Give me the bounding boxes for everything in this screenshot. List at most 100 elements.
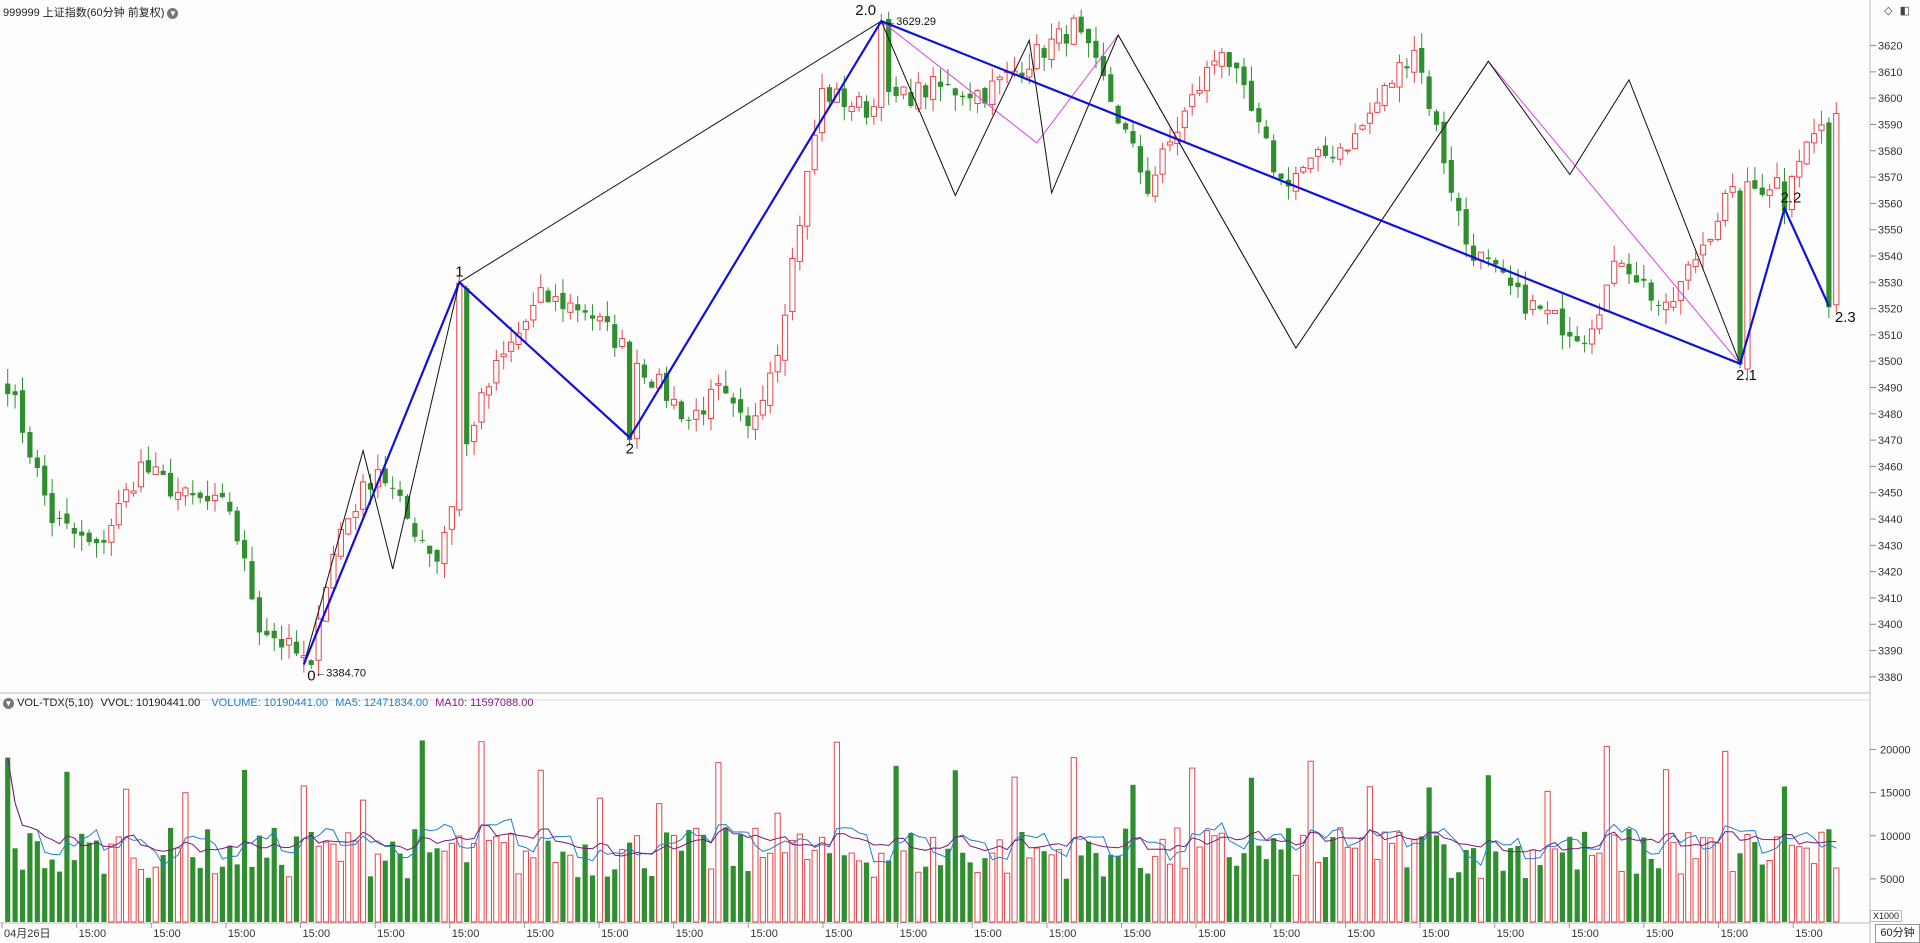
volume-bar bbox=[359, 799, 367, 923]
candle-body bbox=[575, 304, 581, 311]
volume-bar bbox=[1292, 874, 1299, 923]
volume-bar bbox=[337, 860, 344, 923]
candle-body bbox=[441, 531, 448, 565]
candle-body bbox=[960, 95, 966, 98]
candle-body bbox=[582, 310, 588, 313]
time-axis: 04月26日 15:00 15:00 15:00 15:00 15:00 15:00 15:0… bbox=[1, 923, 1823, 940]
volume-bar bbox=[789, 839, 796, 923]
vvol-value: VVOL: 10190441.00 bbox=[100, 697, 201, 709]
volume-bar bbox=[137, 868, 145, 923]
candle-body bbox=[1189, 94, 1196, 108]
volume-bar bbox=[552, 862, 559, 923]
volume-bar bbox=[767, 852, 774, 923]
price-tick-label: 3610 bbox=[1878, 67, 1902, 79]
volume-tick-label: 10000 bbox=[1880, 831, 1911, 843]
volume-bar bbox=[908, 832, 914, 922]
candle-body bbox=[93, 538, 100, 544]
volume-bar bbox=[1529, 849, 1536, 923]
volume-bar bbox=[1433, 835, 1440, 922]
candle-body bbox=[715, 383, 722, 386]
chevron-down-icon[interactable]: ▼ bbox=[3, 697, 14, 709]
volume-bar bbox=[1011, 776, 1018, 923]
candle-body bbox=[686, 419, 692, 421]
volume-bar bbox=[1574, 869, 1580, 922]
volume-bar bbox=[996, 839, 1003, 923]
volume-bar bbox=[1226, 857, 1232, 922]
candle-body bbox=[1633, 275, 1640, 283]
candle-body bbox=[1300, 167, 1307, 173]
candle-body bbox=[937, 81, 944, 87]
volume-bar bbox=[234, 864, 240, 922]
volume-bar bbox=[390, 841, 396, 922]
candle-body bbox=[478, 392, 485, 423]
wave-label: 0 bbox=[307, 667, 315, 684]
volume-bar bbox=[1796, 846, 1803, 923]
candle-body bbox=[678, 401, 684, 420]
volume-bar bbox=[1248, 777, 1255, 922]
volume-bar bbox=[915, 871, 922, 923]
volume-bar bbox=[434, 848, 440, 922]
volume-bar bbox=[441, 850, 448, 923]
candle-body bbox=[982, 88, 988, 104]
volume-bar bbox=[1411, 839, 1418, 923]
volume-bar bbox=[1463, 850, 1469, 922]
volume-bar bbox=[1063, 878, 1069, 922]
volume-bar bbox=[678, 850, 684, 922]
candle-body bbox=[19, 390, 26, 433]
candle-body bbox=[693, 409, 700, 420]
volume-bar bbox=[878, 852, 885, 923]
candle-body bbox=[1588, 328, 1596, 345]
volume-bar bbox=[5, 757, 11, 922]
candle-body bbox=[923, 85, 929, 98]
candle-body bbox=[1344, 149, 1351, 152]
volume-bar bbox=[1826, 829, 1832, 922]
volume-bar bbox=[1189, 767, 1196, 923]
volume-bar bbox=[1803, 847, 1810, 923]
candle-body bbox=[1603, 284, 1610, 312]
volume-bar bbox=[1729, 871, 1736, 923]
candle-body bbox=[759, 399, 766, 416]
candle-body bbox=[930, 76, 937, 100]
candle-body bbox=[390, 487, 396, 489]
candle-body bbox=[996, 76, 1003, 81]
candle-body bbox=[174, 491, 182, 500]
diamond-icon[interactable]: ◇ bbox=[1884, 5, 1893, 17]
candle-body bbox=[211, 494, 219, 501]
window-icon[interactable]: ◧ bbox=[1899, 5, 1910, 17]
volume-bar bbox=[152, 866, 159, 923]
candle-body bbox=[500, 353, 507, 358]
candle-body bbox=[811, 134, 818, 171]
volume-bar bbox=[759, 857, 766, 923]
volume-bar bbox=[1004, 872, 1011, 923]
volume-bar bbox=[1744, 834, 1751, 923]
volume-bar bbox=[619, 849, 626, 923]
volume-bar bbox=[182, 792, 189, 923]
time-tick-label: 15:00 bbox=[303, 928, 331, 940]
candle-body bbox=[612, 324, 618, 348]
volume-bar bbox=[723, 827, 729, 922]
candle-body bbox=[1374, 102, 1381, 113]
volume-tick-label: 5000 bbox=[1880, 874, 1904, 886]
volume-bar bbox=[1078, 855, 1084, 922]
chevron-down-icon[interactable]: ▼ bbox=[167, 7, 179, 19]
period-selector[interactable]: 60分钟 bbox=[1875, 924, 1920, 943]
candle-body bbox=[804, 170, 811, 227]
volume-bar bbox=[56, 871, 63, 922]
candle-body bbox=[1581, 342, 1588, 345]
candle-body bbox=[863, 101, 870, 118]
candle-body bbox=[345, 518, 352, 535]
volume-bar bbox=[1122, 828, 1129, 922]
volume-bar bbox=[27, 833, 33, 922]
volume-bar bbox=[663, 832, 670, 922]
candle-body bbox=[1426, 76, 1432, 109]
candle-body bbox=[1322, 145, 1329, 156]
candle-body bbox=[818, 87, 826, 134]
vol-indicator-title[interactable]: VOL-TDX(5,10) bbox=[17, 697, 94, 709]
volume-bar bbox=[123, 788, 130, 923]
candle-body bbox=[1729, 186, 1736, 193]
candle-body bbox=[471, 424, 478, 443]
volume-bar bbox=[560, 851, 566, 922]
candle-body bbox=[86, 532, 92, 543]
candle-body bbox=[130, 490, 137, 494]
